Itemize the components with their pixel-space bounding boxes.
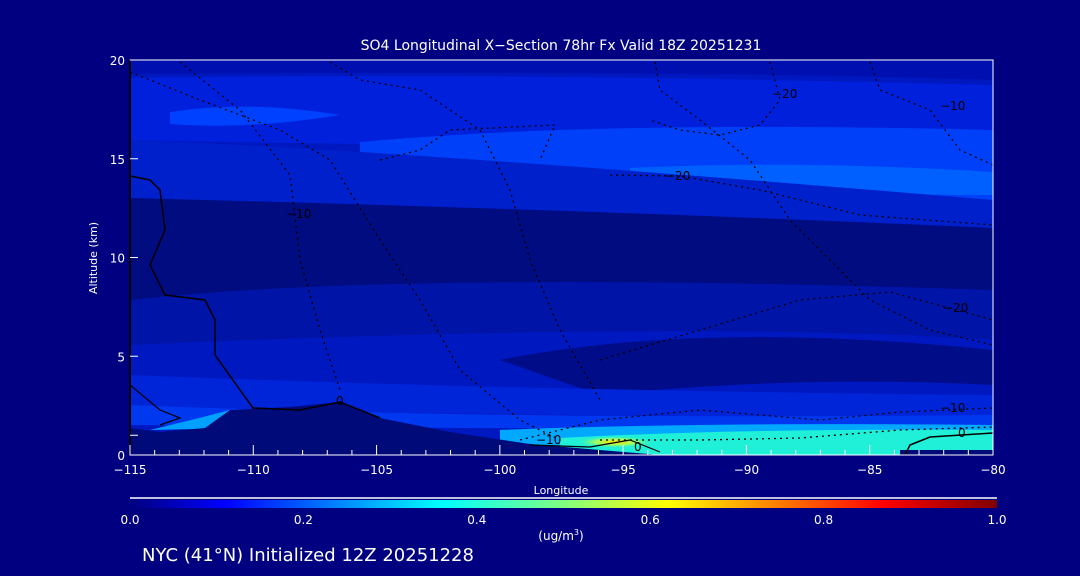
contour-zero-west [130,175,381,419]
field-band-dark-low [500,337,993,395]
colorbar-tick-label: 1.0 [987,513,1006,527]
field-band-top [130,60,993,80]
contour-label: −10 [536,433,561,447]
contour-label: −10 [940,401,965,415]
field-peak [575,436,655,448]
field-band-13km [130,140,993,230]
contour-dotted [654,61,993,346]
colorbar-units: (ug/m3) [538,528,583,543]
contour-zero-sw [130,384,182,426]
contour-label: −20 [943,301,968,315]
contour-label: −10 [940,99,965,113]
contour-dotted [869,61,993,166]
x-tick-label: −105 [360,463,393,477]
contour-zero-east [904,432,993,455]
footer-caption: NYC (41°N) Initialized 12Z 20251228 [142,545,474,566]
colorbar-tick-label: 0.2 [294,513,313,527]
chart-title: SO4 Longitudinal X−Section 78hr Fx Valid… [361,38,762,54]
field-band-mid [130,282,993,345]
concentration-field: 0 −10 −20 −20 −10 −10 0 0 −10 −20 [130,60,993,455]
colorbar-tick-label: 0.6 [641,513,660,527]
colorbar-tick-label: 0.8 [814,513,833,527]
x-tick-label: −110 [237,463,270,477]
contour-label: −20 [665,169,690,183]
field-band-14km [630,164,993,195]
contour-label: −20 [772,87,797,101]
contour-label: 0 [958,426,966,440]
colorbar-tick-label: 0.4 [467,513,486,527]
x-tick-label: −85 [857,463,882,477]
colorbar-tick-label: 0.0 [120,513,139,527]
contour-zero-peak [529,439,661,453]
units-superscript: 3 [574,528,579,537]
field-band-surface-cyan [560,429,993,455]
x-tick-label: −90 [734,463,759,477]
y-tick-label: 15 [110,153,125,167]
contour-dotted [600,426,993,441]
x-tick-label: −95 [610,463,635,477]
x-tick-label: −100 [483,463,516,477]
x-axis-label: Longitude [534,484,589,497]
contour-labels: 0 −10 −20 −20 −10 −10 0 0 −10 −20 [286,87,968,454]
contour-dotted [609,174,993,226]
y-tick-label: 0 [117,449,125,463]
y-tick-label: 10 [110,252,125,266]
y-axis-label: Altitude (km) [87,222,100,294]
y-tick-label: 5 [117,350,125,364]
field-patch-17km [170,106,340,126]
contour-dotted [649,61,781,136]
contours [130,61,993,455]
contour-label: −10 [286,207,311,221]
terrain-east [900,450,993,455]
terrain [130,402,660,455]
x-tick-label: −80 [980,463,1005,477]
units-close: ) [579,529,584,543]
contour-label: 0 [634,440,642,454]
units-text: (ug/m [538,529,574,543]
field-band-dark [130,198,993,300]
colorbar-labels: 0.0 0.2 0.4 0.6 0.8 1.0 [120,513,1006,527]
y-tick-label: 20 [110,54,125,68]
x-tick-label: −115 [114,463,147,477]
colorbar [130,500,997,508]
contour-dotted [130,71,561,441]
contour-label: 0 [336,394,344,408]
